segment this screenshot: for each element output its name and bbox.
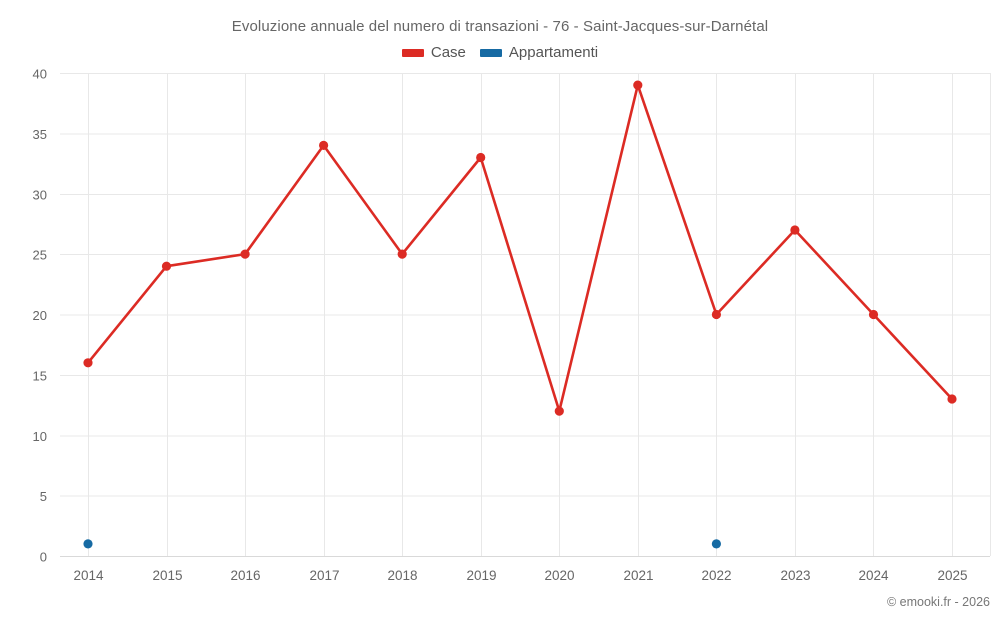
data-point [711,539,722,549]
y-tick-label: 5 [40,489,47,504]
data-point [947,394,957,404]
x-tick-label: 2025 [937,568,967,583]
data-point [240,249,250,259]
chart-title: Evoluzione annuale del numero di transaz… [231,18,769,35]
x-tick-label: 2020 [544,568,574,583]
y-tick-label: 0 [40,550,47,565]
x-tick-label: 2018 [387,568,417,583]
data-point [83,358,93,368]
footer-credit: © emooki.fr - 2026 [886,595,990,609]
x-tick-label: 2017 [309,568,339,583]
y-axis-ticks: 0 5 10 15 20 25 30 35 40 [33,67,47,565]
series-case [83,80,957,416]
data-point [161,261,172,271]
y-tick-label: 40 [33,67,47,82]
data-point [868,309,879,320]
legend-swatch-appartamenti-icon [479,48,502,57]
x-tick-label: 2019 [466,568,496,583]
chart-legend: Case Appartamenti [0,44,1000,61]
x-tick-label: 2021 [623,568,653,583]
data-point [83,539,93,549]
data-point [790,225,800,235]
x-tick-label: 2023 [780,568,810,583]
data-point [476,152,486,163]
y-tick-label: 15 [33,368,47,383]
data-point [397,249,407,259]
y-tick-label: 20 [33,308,47,323]
x-tick-label: 2016 [230,568,260,583]
x-tick-label: 2015 [152,568,182,583]
data-point [633,80,643,90]
legend-label-case: Case [430,44,466,61]
series-line [86,83,954,413]
series-appartamenti [83,539,722,549]
x-tick-label: 2022 [701,568,731,583]
y-tick-label: 35 [33,127,47,142]
legend-label-appartamenti: Appartamenti [508,44,599,61]
x-tick-label: 2014 [73,568,104,583]
legend-swatch-case-icon [401,48,424,57]
y-tick-label: 25 [33,248,47,263]
data-point [711,309,722,320]
data-point [319,140,329,150]
legend-entry-appartamenti[interactable]: Appartamenti [479,44,599,61]
data-series-layer [83,80,957,549]
y-tick-label: 30 [33,187,47,202]
data-point [554,406,564,416]
grid-layer [60,73,991,557]
x-axis-ticks: 2014 2015 2016 2017 2018 2019 2020 2021 2022 2023… [73,568,967,583]
x-tick-label: 2024 [858,568,889,583]
legend-entry-case[interactable]: Case [401,44,466,61]
y-tick-label: 10 [33,429,47,444]
